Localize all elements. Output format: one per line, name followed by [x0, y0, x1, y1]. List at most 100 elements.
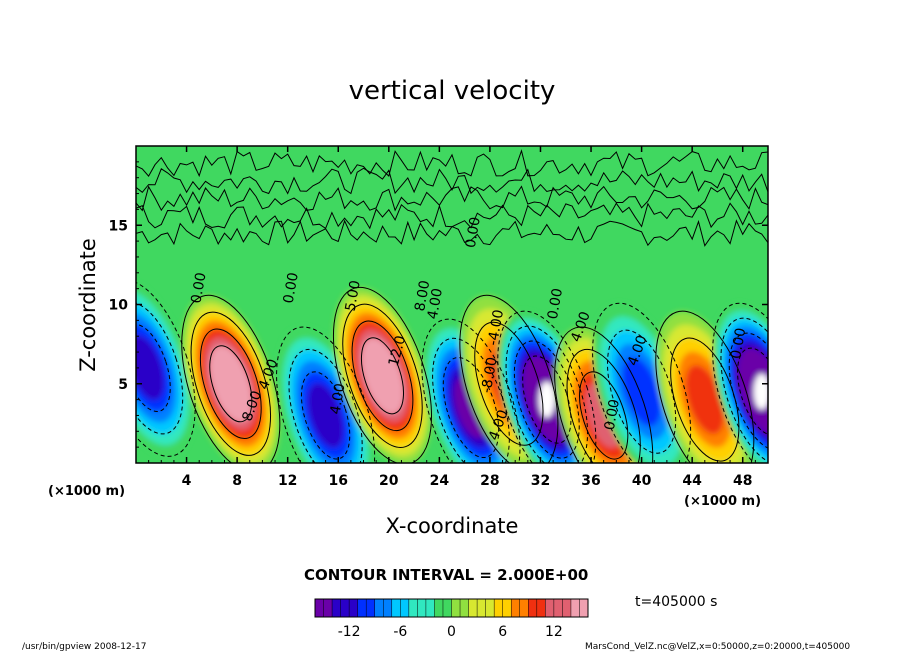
contour-line: [442, 357, 500, 459]
colorbar-swatch: [340, 599, 350, 617]
contour-label: 5.00: [343, 279, 364, 312]
colorbar-tick-label: 6: [498, 624, 507, 640]
colorbar-tick-label: -6: [393, 624, 407, 640]
colorbar-swatch: [349, 599, 359, 617]
x-tick-label: 28: [480, 473, 499, 489]
contour-interval-text: CONTOUR INTERVAL = 2.000E+00: [304, 566, 589, 584]
x-tick-label: 12: [278, 473, 297, 489]
colorbar-swatch: [511, 599, 521, 617]
x-tick-label: 44: [682, 473, 702, 489]
chart-title: vertical velocity: [348, 76, 556, 106]
contour-line: [592, 302, 692, 463]
colorbar-tick-label: -12: [338, 624, 361, 640]
colorbar-swatch: [383, 599, 393, 617]
x-tick-label: 36: [581, 473, 600, 489]
colorbar-tick-label: 12: [545, 624, 563, 640]
time-text: t=405000 s: [635, 594, 718, 610]
x-tick-label: 24: [430, 473, 450, 489]
contour-line: [288, 348, 363, 463]
velocity-field: [136, 146, 768, 463]
colorbar-swatch: [528, 599, 538, 617]
colorbar-swatch: [434, 599, 444, 617]
x-tick-label: 8: [232, 473, 242, 489]
colorbar-swatch: [570, 599, 580, 617]
contour-line: [300, 371, 351, 460]
colorbar-swatch: [519, 599, 529, 617]
colorbar-swatch: [400, 599, 410, 617]
colorbar-swatch: [408, 599, 418, 617]
contour-line-upper: [136, 167, 768, 195]
colorbar-swatch: [332, 599, 342, 617]
contour-line: [522, 355, 572, 444]
contour-label: 0.00: [281, 271, 302, 304]
colorbar-swatch: [477, 599, 487, 617]
contour-line: [728, 332, 768, 451]
contour-label: -8.00: [479, 356, 501, 394]
contour-line: [342, 303, 423, 448]
colorbar-swatch: [468, 599, 478, 617]
contour-line: [737, 347, 768, 436]
colorbar-swatch: [494, 599, 504, 617]
contour-label: 8.00: [412, 279, 433, 312]
x-tick-label: 20: [379, 473, 399, 489]
colorbar-swatch: [579, 599, 589, 617]
y-tick-label: 10: [109, 298, 129, 314]
colorbar-swatch: [374, 599, 384, 617]
colorbar-swatch: [545, 599, 555, 617]
x-tick-label: 4: [182, 473, 192, 489]
contour-line-upper: [136, 202, 768, 230]
colorbar-swatch: [460, 599, 470, 617]
colorbar-frame: [314, 598, 589, 618]
colorbar-swatch: [425, 599, 435, 617]
contour-label: 0.00: [728, 327, 749, 360]
field-feature: [333, 287, 432, 463]
colorbar-swatch: [315, 599, 325, 617]
contour-line: [136, 278, 196, 457]
contour-line: [136, 301, 184, 435]
contour-label: -4.00: [485, 308, 507, 346]
contour-line: [607, 329, 677, 454]
contour-line: [209, 345, 253, 423]
y-tick-label: 5: [118, 377, 128, 393]
colorbar-swatch: [485, 599, 495, 617]
x-tick-label: 40: [632, 473, 652, 489]
footer-program-date: /usr/bin/gpview 2008-12-17: [22, 642, 147, 652]
colorbar-swatch: [357, 599, 367, 617]
colorbar-swatch: [323, 599, 333, 617]
colorbar-swatch: [562, 599, 572, 617]
field-level: [685, 364, 724, 435]
colorbar-swatch: [442, 599, 452, 617]
contour-label: 0.00: [602, 398, 623, 431]
x-unit-label-right: (×1000 m): [684, 494, 762, 509]
colorbar-swatch: [417, 599, 427, 617]
contour-line: [579, 371, 629, 460]
x-tick-label: 48: [733, 473, 752, 489]
field-level: [214, 354, 248, 414]
contour-label: 0.00: [545, 287, 566, 320]
colorbar-swatch: [451, 599, 461, 617]
colorbar-swatch: [391, 599, 401, 617]
contour-label: 0.00: [188, 271, 209, 304]
x-tick-label: 16: [328, 473, 347, 489]
x-axis-label: X-coordinate: [385, 514, 519, 538]
contour-line: [360, 337, 405, 415]
contour-line: [566, 348, 641, 463]
contour-line: [421, 318, 521, 463]
contour-line: [554, 326, 654, 463]
contour-line: [712, 302, 768, 463]
field-saturation-hole: [753, 373, 768, 410]
contour-line: [181, 294, 281, 463]
colorbar-swatch: [366, 599, 376, 617]
contour-line: [513, 340, 580, 459]
x-unit-label-left: (×1000 m): [48, 484, 126, 499]
contour-line-upper: [136, 149, 768, 178]
contour-line: [136, 323, 171, 412]
contour-line: [199, 328, 262, 440]
field-feature: [181, 295, 280, 463]
contour-label: 0.00: [463, 216, 484, 249]
field-level: [307, 383, 344, 448]
contour-label: 12.0: [386, 334, 410, 368]
contour-line: [351, 320, 414, 432]
y-tick-label: 15: [109, 218, 128, 234]
